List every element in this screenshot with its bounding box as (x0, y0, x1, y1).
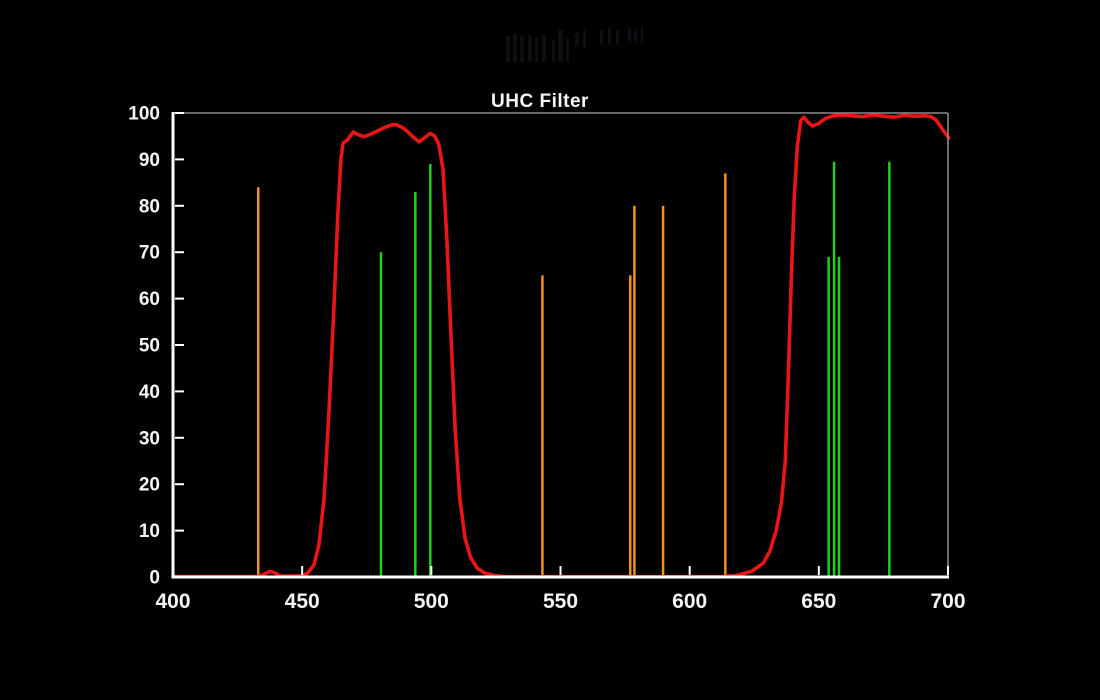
axis-ticks-layer (172, 112, 949, 578)
y-tick-label-50: 50 (139, 336, 160, 357)
x-tick-label-400: 400 (155, 590, 190, 613)
watermark-bar (583, 30, 586, 48)
y-tick-label-100: 100 (128, 104, 160, 125)
y-tick-label-10: 10 (139, 521, 160, 542)
plot-frame-layer (171, 112, 949, 579)
transmission-curve-layer (171, 113, 951, 579)
watermark-bar (535, 37, 538, 62)
axis-labels-layer: 400 450 500 550 600 650 700 0 10 20 30 40 50 60 70 80 90… (128, 104, 965, 614)
watermark-bar (528, 35, 532, 62)
y-tick-label-40: 40 (139, 382, 160, 403)
chart-title: UHC Filter (491, 91, 589, 112)
transmission-curve (171, 113, 951, 579)
watermark-bar (634, 29, 637, 42)
y-tick-label-90: 90 (139, 150, 160, 171)
watermark-bar (616, 30, 619, 44)
watermark-bar (628, 27, 631, 42)
x-tick-label-650: 650 (801, 590, 836, 613)
y-tick-label-80: 80 (139, 196, 160, 217)
y-tick-label-20: 20 (139, 475, 160, 496)
watermark-bar (641, 27, 643, 42)
watermark-bar (520, 36, 524, 62)
watermark-bar (552, 40, 555, 62)
watermark-bar (558, 30, 563, 62)
watermark-bar (575, 33, 579, 45)
watermark-bar (600, 30, 603, 44)
x-tick-label-600: 600 (672, 590, 707, 613)
watermark-bar (506, 36, 510, 62)
watermark-marks (506, 27, 643, 62)
watermark-bar (566, 38, 569, 62)
x-tick-label-550: 550 (543, 590, 578, 613)
watermark-bar (542, 35, 546, 62)
y-tick-label-70: 70 (139, 243, 160, 264)
emission-lines-layer (257, 161, 891, 576)
x-tick-label-500: 500 (414, 590, 449, 613)
x-tick-label-700: 700 (930, 590, 965, 613)
watermark-bar (513, 34, 517, 62)
watermark-bar (608, 28, 611, 44)
y-tick-label-30: 30 (139, 428, 160, 449)
x-tick-label-450: 450 (285, 590, 320, 613)
y-tick-label-0: 0 (149, 568, 160, 589)
y-tick-label-60: 60 (139, 289, 160, 310)
